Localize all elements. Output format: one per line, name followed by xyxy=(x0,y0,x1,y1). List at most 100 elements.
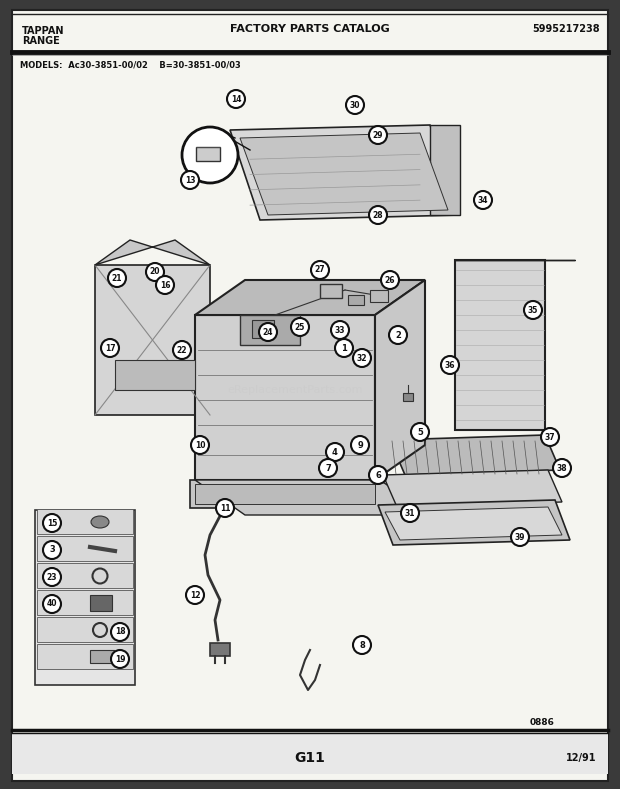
FancyBboxPatch shape xyxy=(348,295,364,305)
Circle shape xyxy=(146,263,164,281)
Circle shape xyxy=(353,636,371,654)
Text: 18: 18 xyxy=(115,627,125,637)
Text: 16: 16 xyxy=(160,281,171,290)
Circle shape xyxy=(291,318,309,336)
Polygon shape xyxy=(430,125,460,215)
Text: FACTORY PARTS CATALOG: FACTORY PARTS CATALOG xyxy=(230,24,390,34)
Text: 1: 1 xyxy=(341,343,347,353)
Text: G11: G11 xyxy=(294,751,326,765)
Text: 31: 31 xyxy=(405,508,415,518)
FancyBboxPatch shape xyxy=(195,315,375,480)
Text: 22: 22 xyxy=(177,346,187,354)
Text: TAPPAN: TAPPAN xyxy=(22,26,64,36)
Text: 25: 25 xyxy=(295,323,305,331)
Text: 10: 10 xyxy=(195,440,205,450)
FancyBboxPatch shape xyxy=(196,147,220,161)
Circle shape xyxy=(326,443,344,461)
Circle shape xyxy=(191,436,209,454)
FancyBboxPatch shape xyxy=(37,536,133,561)
FancyBboxPatch shape xyxy=(210,643,230,656)
FancyBboxPatch shape xyxy=(37,617,133,642)
Circle shape xyxy=(441,356,459,374)
Text: 40: 40 xyxy=(46,600,57,608)
Text: 37: 37 xyxy=(545,432,556,442)
FancyBboxPatch shape xyxy=(252,320,274,338)
Circle shape xyxy=(401,504,419,522)
FancyBboxPatch shape xyxy=(190,480,380,508)
Circle shape xyxy=(353,349,371,367)
Text: 24: 24 xyxy=(263,327,273,336)
Text: RANGE: RANGE xyxy=(22,36,60,46)
Text: 35: 35 xyxy=(528,305,538,315)
Text: 23: 23 xyxy=(46,573,57,581)
Polygon shape xyxy=(240,133,448,215)
Circle shape xyxy=(411,423,429,441)
Text: 19: 19 xyxy=(115,655,125,664)
Text: 3: 3 xyxy=(49,545,55,555)
Circle shape xyxy=(101,339,119,357)
Circle shape xyxy=(111,623,129,641)
Circle shape xyxy=(331,321,349,339)
FancyBboxPatch shape xyxy=(37,563,133,588)
Circle shape xyxy=(156,276,174,294)
Text: 13: 13 xyxy=(185,175,195,185)
Circle shape xyxy=(311,261,329,279)
Text: 32: 32 xyxy=(356,353,367,362)
Text: 14: 14 xyxy=(231,95,241,103)
Circle shape xyxy=(43,595,61,613)
FancyBboxPatch shape xyxy=(12,10,608,781)
Circle shape xyxy=(541,428,559,446)
Text: 33: 33 xyxy=(335,326,345,335)
Polygon shape xyxy=(95,265,210,415)
Polygon shape xyxy=(230,125,460,220)
Circle shape xyxy=(474,191,492,209)
FancyBboxPatch shape xyxy=(90,595,112,611)
Text: 5: 5 xyxy=(417,428,423,436)
Text: 26: 26 xyxy=(385,275,396,285)
Text: MODELS:  Ac30-3851-00/02    B=30-3851-00/03: MODELS: Ac30-3851-00/02 B=30-3851-00/03 xyxy=(20,60,241,69)
FancyBboxPatch shape xyxy=(12,733,608,774)
Text: 11: 11 xyxy=(219,503,230,513)
Circle shape xyxy=(346,96,364,114)
Polygon shape xyxy=(95,240,210,265)
Text: 17: 17 xyxy=(105,343,115,353)
Circle shape xyxy=(259,323,277,341)
Circle shape xyxy=(227,90,245,108)
Polygon shape xyxy=(240,315,300,345)
Text: 20: 20 xyxy=(150,267,160,276)
Text: 8: 8 xyxy=(359,641,365,649)
Polygon shape xyxy=(195,480,430,515)
Circle shape xyxy=(369,466,387,484)
Circle shape xyxy=(381,271,399,289)
Circle shape xyxy=(43,568,61,586)
Circle shape xyxy=(335,339,353,357)
Circle shape xyxy=(511,528,529,546)
Polygon shape xyxy=(378,500,570,545)
Circle shape xyxy=(43,541,61,559)
Circle shape xyxy=(111,650,129,668)
Circle shape xyxy=(186,586,204,604)
Circle shape xyxy=(553,459,571,477)
FancyBboxPatch shape xyxy=(195,484,375,504)
Text: 5995217238: 5995217238 xyxy=(533,24,600,34)
FancyBboxPatch shape xyxy=(37,644,133,669)
Text: 38: 38 xyxy=(557,463,567,473)
Polygon shape xyxy=(195,280,425,315)
FancyBboxPatch shape xyxy=(403,393,413,401)
Circle shape xyxy=(369,126,387,144)
Text: 27: 27 xyxy=(315,266,326,275)
Circle shape xyxy=(216,499,234,517)
Text: 0886: 0886 xyxy=(530,718,555,727)
Ellipse shape xyxy=(91,516,109,528)
Text: 39: 39 xyxy=(515,533,525,541)
Text: eReplacementParts.com: eReplacementParts.com xyxy=(228,385,363,395)
Polygon shape xyxy=(390,435,560,475)
Polygon shape xyxy=(455,260,545,430)
FancyBboxPatch shape xyxy=(37,509,133,534)
Polygon shape xyxy=(385,507,562,540)
Circle shape xyxy=(43,514,61,532)
Text: 12: 12 xyxy=(190,590,200,600)
FancyBboxPatch shape xyxy=(37,590,133,615)
Text: 29: 29 xyxy=(373,130,383,140)
Circle shape xyxy=(369,206,387,224)
